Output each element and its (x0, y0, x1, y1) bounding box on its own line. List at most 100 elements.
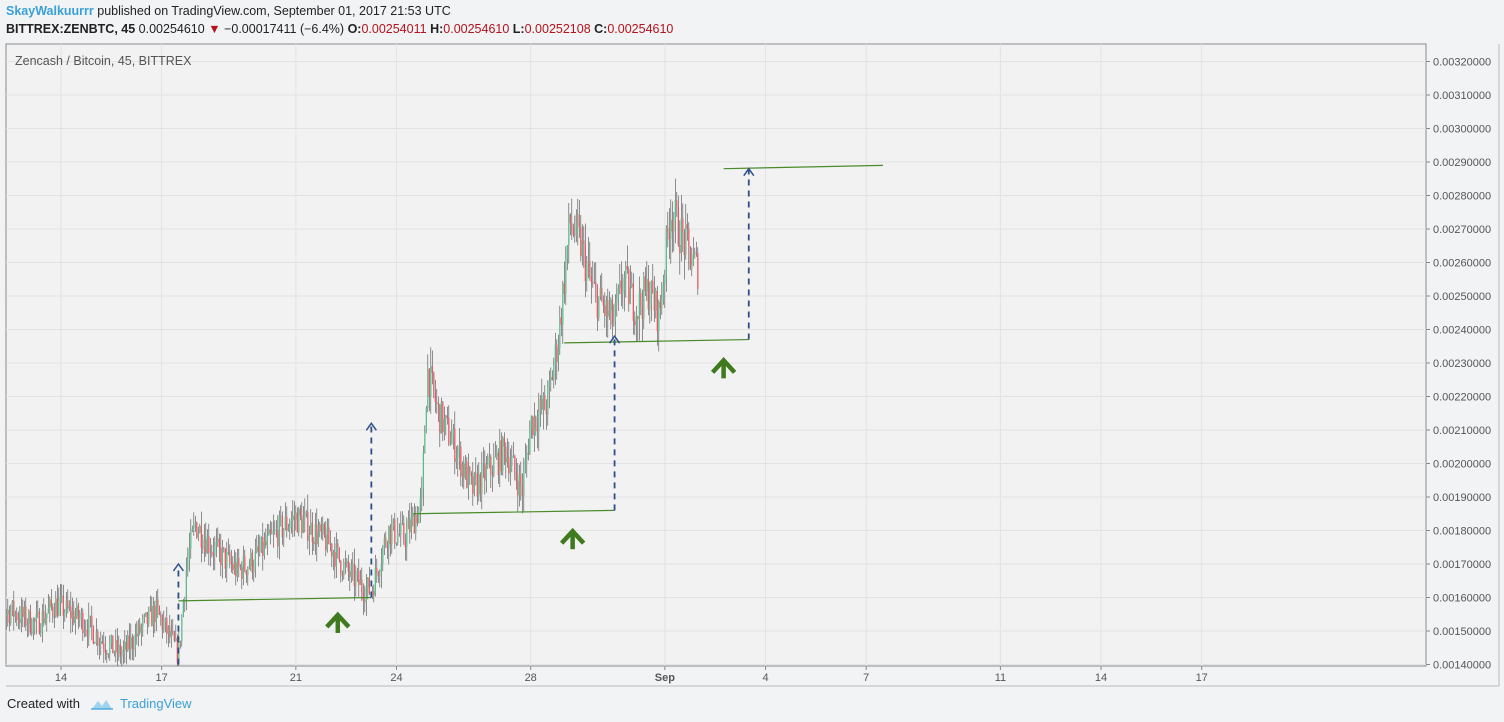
candle-up (17, 619, 19, 621)
support-line[interactable] (413, 509, 615, 515)
time-axis[interactable]: 14 17 21 24 28 Sep 4 7 11 14 17 (55, 666, 1208, 684)
candle-down (580, 227, 582, 257)
candle-down (577, 214, 579, 223)
candle-up (59, 596, 61, 602)
plot-area[interactable] (5, 43, 1427, 667)
author-link[interactable]: SkayWalkuurrr (6, 4, 94, 18)
candle-down (103, 643, 105, 650)
candle-up (7, 609, 9, 614)
candle-down (446, 415, 448, 418)
candle-up (302, 519, 304, 533)
candle-down (281, 515, 283, 538)
candle-down (67, 600, 69, 609)
candle-down (659, 301, 661, 309)
candle-up (494, 456, 496, 458)
candle-up (352, 563, 354, 566)
candle-down (484, 463, 486, 481)
candle-up (631, 283, 633, 288)
candle-up (485, 465, 487, 481)
candle-up (478, 474, 480, 497)
candle-up (391, 526, 393, 544)
candle-down (541, 399, 543, 410)
candle-up (113, 651, 115, 654)
candle-up (115, 639, 117, 652)
candle-down (667, 227, 669, 232)
candle-up (14, 612, 16, 617)
candle-up (562, 283, 564, 325)
candle-up (427, 368, 429, 408)
y-tick-label: 0.00290000 (1433, 157, 1491, 169)
candle-up (643, 276, 645, 319)
candle-up (554, 344, 556, 366)
candle-down (251, 552, 253, 573)
close-value: 0.00254610 (607, 22, 674, 36)
candle-up (418, 508, 420, 524)
candle-up (58, 601, 60, 616)
candle-down (398, 534, 400, 535)
candle-up (100, 641, 102, 645)
candle-up (181, 616, 183, 642)
y-tick-label: 0.00250000 (1433, 291, 1491, 303)
candle-down (34, 619, 36, 622)
candle-down (439, 404, 441, 434)
candle-up (356, 570, 358, 575)
candle-down (70, 606, 72, 619)
candle-down (520, 474, 522, 486)
candle-up (248, 566, 250, 568)
candle-up (457, 452, 459, 459)
candle-down (697, 252, 699, 289)
candle-down (1, 601, 2, 610)
x-tick-label: 17 (156, 672, 168, 684)
candle-down (589, 260, 591, 277)
candle-up (371, 590, 373, 594)
x-tick-label: 7 (863, 672, 869, 684)
candle-down (179, 641, 181, 642)
support-line[interactable] (723, 164, 883, 170)
candle-up (314, 524, 316, 545)
candle-down (169, 626, 171, 638)
price-axis[interactable]: 0.00140000 0.00150000 0.00160000 0.00170000… (1426, 57, 1491, 672)
candle-up (359, 579, 361, 585)
support-line[interactable] (178, 596, 372, 602)
candle-down (50, 599, 52, 607)
candle-up (83, 629, 85, 634)
candle-down (514, 455, 516, 472)
candle-up (658, 301, 660, 332)
candle-down (316, 524, 318, 545)
candle-up (140, 626, 142, 633)
candle-up (664, 276, 666, 285)
candle-down (341, 574, 343, 576)
candle-up (107, 654, 109, 655)
green-up-arrow[interactable] (559, 527, 586, 545)
candle-down (218, 538, 220, 548)
candle-down (503, 437, 505, 447)
candle-down (434, 390, 436, 403)
support-line[interactable] (564, 338, 749, 344)
candle-up (271, 533, 273, 535)
candle-up (167, 626, 169, 634)
candle-up (317, 531, 319, 545)
candle-down (172, 630, 174, 633)
x-tick-label: 4 (762, 672, 768, 684)
candle-down (626, 265, 628, 270)
candle-down (92, 627, 94, 644)
candle-up (599, 287, 601, 297)
y-tick-label: 0.00170000 (1433, 559, 1491, 571)
candle-down (595, 282, 597, 288)
green-up-arrow[interactable] (710, 357, 737, 374)
candle-up (464, 461, 466, 478)
last-price: 0.00254610 (138, 22, 205, 36)
candle-up (625, 265, 627, 279)
candle-down (151, 605, 153, 627)
green-up-arrow[interactable] (325, 611, 351, 629)
candle-down (466, 461, 468, 488)
candle-up (298, 508, 300, 533)
candle-down (404, 540, 406, 547)
candle-up (130, 637, 132, 650)
low-label: L: (512, 22, 525, 36)
tradingview-brand-link[interactable]: TradingView (119, 696, 192, 711)
candle-down (476, 473, 478, 497)
candle-up (419, 497, 421, 509)
candle-down (689, 246, 691, 269)
